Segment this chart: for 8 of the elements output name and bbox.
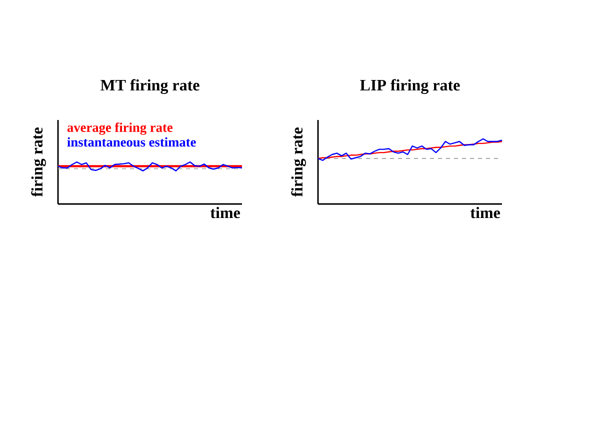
text: average firing rate	[67, 122, 172, 135]
series-label: instantaneous estimate	[67, 137, 196, 147]
chart-title: MT firing rate	[100, 79, 200, 94]
chart-title: LIP firing rate	[360, 79, 460, 94]
x-axis-title: time	[470, 206, 500, 218]
x-axis-title: time	[210, 206, 240, 218]
y-axis-title: firing rate	[291, 128, 306, 197]
y-axis-title: firing rate	[31, 128, 46, 197]
